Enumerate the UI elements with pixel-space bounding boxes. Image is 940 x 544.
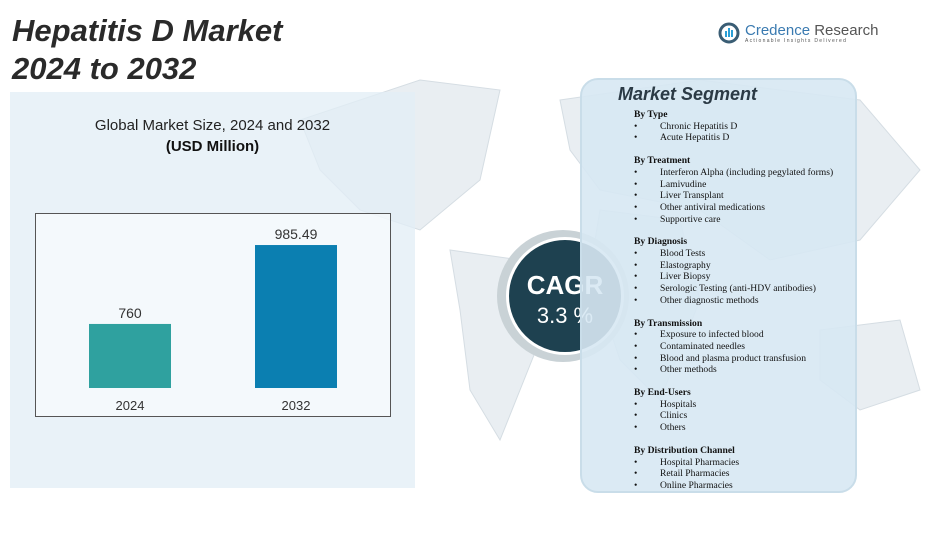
segment-item: Supportive care [634, 214, 833, 226]
bar-2024 [89, 323, 171, 388]
segment-item: Contaminated needles [634, 341, 833, 353]
segment-item: Online Pharmacies [634, 480, 833, 492]
segment-group: By DiagnosisBlood TestsElastographyLiver… [634, 236, 833, 306]
segment-heading: By Distribution Channel [634, 444, 735, 456]
bar-2032 [255, 245, 337, 388]
segment-item: Others [634, 422, 833, 434]
segment-item: Elastography [634, 260, 833, 272]
segment-item: Clinics [634, 410, 833, 422]
segment-item: Lamivudine [634, 179, 833, 191]
market-segment-panel: Market Segment By TypeChronic Hepatitis … [580, 78, 857, 493]
segment-item: Hospitals [634, 399, 833, 411]
segment-group: By Distribution ChannelHospital Pharmaci… [634, 445, 833, 492]
segment-heading: By Type [634, 109, 668, 120]
segment-group: By TypeChronic Hepatitis DAcute Hepatiti… [634, 109, 833, 144]
segment-item: Liver Transplant [634, 190, 833, 202]
segment-item: Retail Pharmacies [634, 468, 833, 480]
x-tick-label: 2024 [116, 398, 145, 413]
segment-list: By TypeChronic Hepatitis DAcute Hepatiti… [634, 109, 833, 503]
segment-item: Other diagnostic methods [634, 295, 833, 307]
credence-research-logo: Credence Research Actionable Insights Del… [718, 22, 878, 44]
segment-title: Market Segment [618, 84, 758, 104]
segment-item: Serologic Testing (anti-HDV antibodies) [634, 283, 833, 295]
segment-item: Hospital Pharmacies [634, 457, 833, 469]
segment-item: Acute Hepatitis D [634, 132, 833, 144]
data-label: 985.49 [275, 226, 318, 242]
data-label: 760 [118, 305, 142, 321]
bar-chart-svg: 760 2024 985.49 2032 [89, 226, 337, 413]
segment-item: Other antiviral medications [634, 202, 833, 214]
segment-group: By TransmissionExposure to infected bloo… [634, 318, 833, 377]
chart-subtitle: Global Market Size, 2024 and 2032 [94, 117, 331, 134]
segment-group: By TreatmentInterferon Alpha (including … [634, 155, 833, 225]
segment-item: Blood Tests [634, 248, 833, 260]
segment-item: Blood and plasma product transfusion [634, 353, 833, 365]
segment-item: Interferon Alpha (including pegylated fo… [634, 167, 833, 179]
x-tick-label: 2032 [282, 398, 311, 413]
segment-item: Liver Biopsy [634, 271, 833, 283]
segment-item: Exposure to infected blood [634, 329, 833, 341]
segment-heading: By Diagnosis [634, 236, 688, 248]
segment-item: Chronic Hepatitis D [634, 121, 833, 133]
bar-chart: 760 2024 985.49 2032 [35, 213, 391, 417]
chart-unit: (USD Million) [165, 138, 260, 155]
segment-heading: By End-Users [634, 387, 691, 399]
segment-heading: By Transmission [634, 317, 703, 329]
segment-item: Other methods [634, 364, 833, 376]
segment-group: By End-UsersHospitalsClinicsOthers [634, 387, 833, 434]
logo-icon [718, 22, 740, 44]
page-title: Hepatitis D Market 2024 to 2032 [12, 13, 283, 86]
segment-heading: By Treatment [634, 155, 691, 167]
